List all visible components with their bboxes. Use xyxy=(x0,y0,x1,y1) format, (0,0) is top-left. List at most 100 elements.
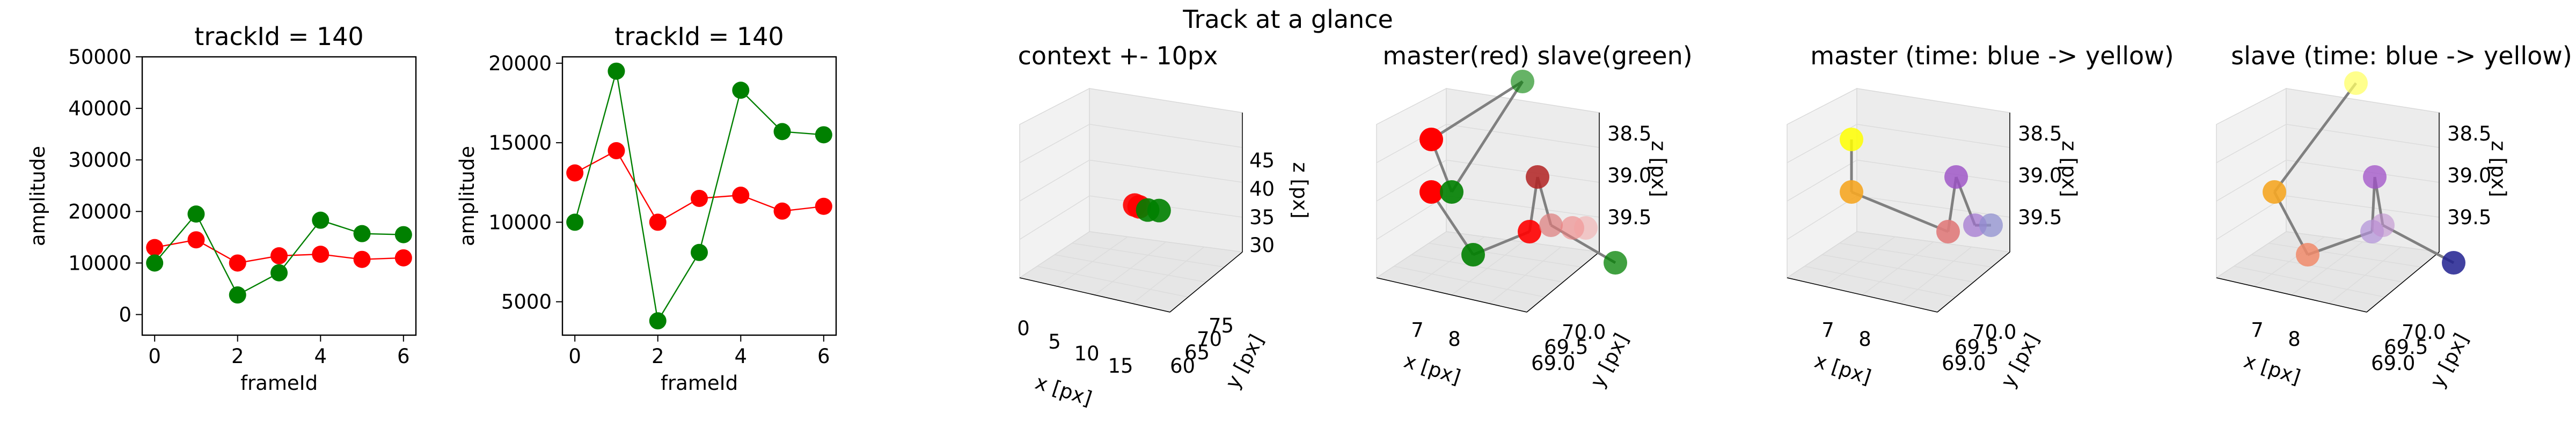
scatter3d-track-2: master (time: blue -> yellow) 7 8 69.069.57… xyxy=(1786,41,2174,391)
x-tick-label: 4 xyxy=(314,345,327,368)
data-point xyxy=(1511,70,1534,93)
grid-line xyxy=(1072,242,1225,268)
grid-line xyxy=(2291,241,2363,295)
grid-line xyxy=(2216,124,2287,164)
y-tick-label: 20000 xyxy=(488,52,552,75)
x-axis-label: x [px] xyxy=(1033,371,1095,410)
data-point xyxy=(312,211,330,229)
y-tick-label: 70.0 xyxy=(1972,321,2016,344)
figure-suptitle: Track at a glance xyxy=(1182,5,1393,34)
data-point xyxy=(270,264,288,282)
y-tick-label: 69.5 xyxy=(1955,336,1999,359)
data-point xyxy=(815,126,832,144)
data-point xyxy=(1539,213,1563,237)
track-connector xyxy=(2382,224,2455,264)
plot-frame xyxy=(141,56,417,336)
track-connector xyxy=(2273,82,2358,193)
x-tick-label: 6 xyxy=(817,345,830,368)
y-tick-label: 69.0 xyxy=(1531,352,1575,375)
data-point xyxy=(732,187,750,204)
data-point xyxy=(1419,128,1443,151)
grid-line xyxy=(1862,241,1934,295)
y-axis-line xyxy=(1526,252,1600,313)
chart-title: slave (time: blue -> yellow) xyxy=(2231,41,2572,70)
data-point xyxy=(1979,213,2003,237)
x-axis-label: frameId xyxy=(240,372,318,395)
grid-line xyxy=(1446,195,1600,218)
data-point xyxy=(566,164,584,182)
z-axis-label: z [px] xyxy=(1289,162,1312,218)
data-point xyxy=(2296,243,2319,267)
grid-line xyxy=(2268,242,2421,268)
data-point xyxy=(1147,198,1171,223)
x-tick-label: 0 xyxy=(1017,317,1030,340)
x-axis-label: frameId xyxy=(661,372,738,395)
data-point xyxy=(2371,213,2395,237)
z-tick-label: 38.5 xyxy=(2447,122,2491,145)
data-point xyxy=(608,142,625,159)
chart-title: master(red) slave(green) xyxy=(1382,41,1692,70)
data-point xyxy=(1526,165,1549,189)
x-tick-label: 7 xyxy=(2251,319,2264,342)
data-point xyxy=(353,250,371,268)
z-tick-label: 39.5 xyxy=(2018,206,2062,229)
data-point xyxy=(1840,128,1863,151)
data-point xyxy=(2442,251,2465,275)
data-point xyxy=(1840,180,1863,204)
data-point xyxy=(2263,180,2286,204)
y-axis-label: amplitude xyxy=(26,146,49,246)
y-tick-label: 30000 xyxy=(68,149,131,172)
y-tick-label: 0 xyxy=(119,304,131,327)
z-tick-label: 30 xyxy=(1249,234,1275,257)
z-tick-label: 39.5 xyxy=(1607,206,1651,229)
chart-title: trackId = 140 xyxy=(194,22,363,51)
data-point xyxy=(1461,243,1485,267)
data-point xyxy=(146,239,164,256)
x-tick-label: 7 xyxy=(1821,319,1834,342)
y-tick-label: 10000 xyxy=(68,252,131,275)
x-tick-label: 4 xyxy=(734,345,747,368)
x-axis-label: x [px] xyxy=(2241,349,2303,389)
grid-line xyxy=(1856,159,2010,183)
track-connector xyxy=(1851,190,1949,233)
data-point xyxy=(394,226,412,243)
z-tick-label: 39.0 xyxy=(2447,164,2491,187)
y-tick-label: 70.0 xyxy=(1562,321,1606,344)
x-tick-label: 2 xyxy=(231,345,244,368)
data-point xyxy=(187,231,205,249)
chart-title: context +- 10px xyxy=(1018,41,1218,70)
grid-line xyxy=(2286,159,2440,183)
grid-line xyxy=(2286,124,2440,148)
y-tick-label: 65 xyxy=(1184,341,1210,364)
x-tick-label: 15 xyxy=(1108,354,1133,378)
x-axis-line xyxy=(1787,277,1938,313)
data-point xyxy=(1574,216,1598,240)
data-point xyxy=(270,247,288,264)
y-axis-line xyxy=(1169,252,1243,313)
y-axis-label: y [px] xyxy=(1221,330,1269,392)
data-point xyxy=(2363,165,2387,189)
grid-line xyxy=(1787,195,1857,240)
pane-right xyxy=(1089,88,1243,253)
x-tick-label: 0 xyxy=(568,345,581,368)
grid-line xyxy=(1376,159,1447,202)
x-axis-label: x [px] xyxy=(1401,349,1463,389)
track-connector xyxy=(1430,191,1475,256)
data-point xyxy=(1419,180,1443,204)
z-tick-label: 40 xyxy=(1249,177,1275,201)
grid-line xyxy=(2329,246,2402,304)
y-tick-label: 60 xyxy=(1170,354,1195,378)
y-tick-label: 69.5 xyxy=(2384,336,2428,359)
grid-line xyxy=(1446,159,1600,183)
x-tick-label: 10 xyxy=(1074,342,1099,365)
data-point xyxy=(691,243,708,261)
y-tick-label: 50000 xyxy=(68,46,131,69)
grid-line xyxy=(1489,246,1562,304)
z-tick-label: 39.5 xyxy=(2447,206,2491,229)
grid-line xyxy=(1019,124,1090,164)
data-point xyxy=(608,62,625,80)
grid-line xyxy=(1446,124,1600,148)
x-tick-label: 6 xyxy=(397,345,410,368)
chart-title: master (time: blue -> yellow) xyxy=(1810,41,2174,70)
